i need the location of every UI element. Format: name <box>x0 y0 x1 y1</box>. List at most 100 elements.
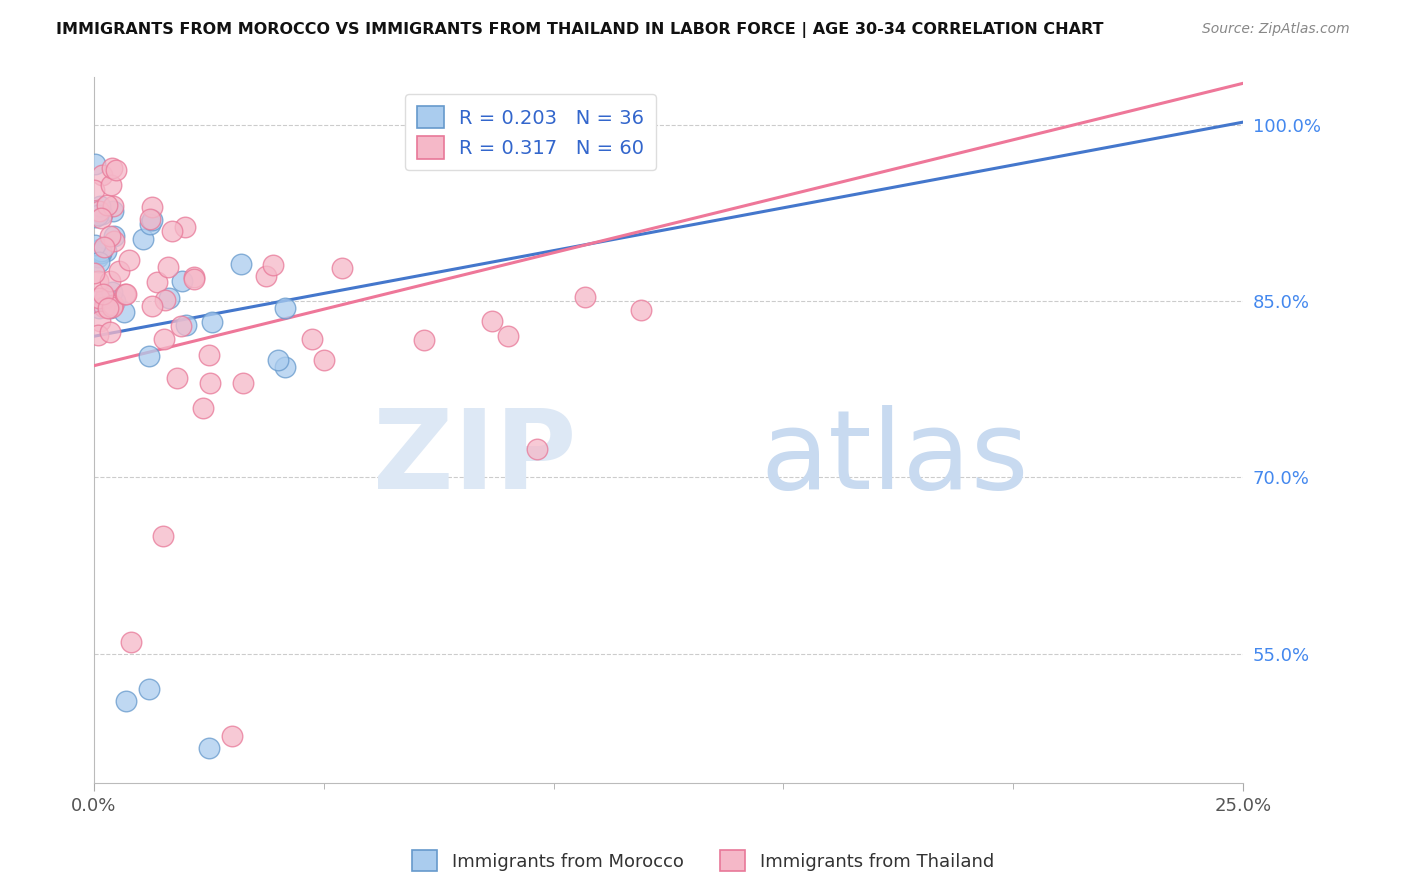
Point <box>89 297 111 311</box>
Point <box>114 287 136 301</box>
Point <box>90 211 112 225</box>
Point <box>83 183 105 197</box>
Point <box>155 293 177 308</box>
Point <box>170 275 193 289</box>
Point <box>174 318 197 333</box>
Point <box>91 286 114 301</box>
Point <box>87 274 110 288</box>
Point <box>273 301 295 315</box>
Point <box>229 256 252 270</box>
Point <box>98 274 121 288</box>
Point <box>114 305 136 319</box>
Point <box>166 371 188 385</box>
Point <box>83 266 105 280</box>
Point <box>103 203 125 218</box>
Point <box>146 276 169 290</box>
Point <box>174 219 197 234</box>
Point <box>138 682 160 697</box>
Point <box>139 211 162 226</box>
Point <box>413 334 436 348</box>
Point <box>86 293 108 308</box>
Point <box>83 156 105 170</box>
Point <box>94 291 117 305</box>
Point <box>114 286 136 301</box>
Point <box>89 199 111 213</box>
Point <box>152 529 174 543</box>
Point <box>87 250 110 264</box>
Point <box>90 244 112 258</box>
Point <box>630 303 652 318</box>
Point <box>118 253 141 268</box>
Point <box>100 161 122 175</box>
Point <box>91 207 114 221</box>
Point <box>87 291 110 305</box>
Point <box>93 300 115 314</box>
Point <box>141 213 163 227</box>
Point <box>100 178 122 192</box>
Point <box>157 260 180 275</box>
Point <box>183 269 205 284</box>
Point <box>103 229 125 244</box>
Point <box>100 301 122 316</box>
Point <box>84 237 107 252</box>
Text: ZIP: ZIP <box>373 405 576 512</box>
Point <box>104 293 127 308</box>
Point <box>93 240 115 254</box>
Point <box>101 298 124 312</box>
Point <box>138 217 160 231</box>
Point <box>138 349 160 363</box>
Point <box>254 269 277 284</box>
Point <box>193 401 215 416</box>
Point <box>90 169 112 183</box>
Legend: R = 0.203   N = 36, R = 0.317   N = 60: R = 0.203 N = 36, R = 0.317 N = 60 <box>405 95 657 170</box>
Point <box>96 198 118 212</box>
Point <box>574 290 596 304</box>
Point <box>131 232 153 246</box>
Point <box>141 299 163 313</box>
Point <box>301 332 323 346</box>
Text: IMMIGRANTS FROM MOROCCO VS IMMIGRANTS FROM THAILAND IN LABOR FORCE | AGE 30-34 C: IMMIGRANTS FROM MOROCCO VS IMMIGRANTS FR… <box>56 22 1104 38</box>
Point <box>89 314 111 328</box>
Point <box>87 301 110 315</box>
Point <box>526 442 548 456</box>
Point <box>87 255 110 269</box>
Point <box>87 328 110 343</box>
Point <box>201 315 224 329</box>
Point <box>89 242 111 256</box>
Point <box>97 301 120 316</box>
Point <box>101 199 124 213</box>
Point <box>274 360 297 375</box>
Point <box>330 261 353 276</box>
Point <box>152 332 174 346</box>
Point <box>94 244 117 258</box>
Point <box>169 319 191 334</box>
Point <box>90 246 112 260</box>
Point <box>84 211 107 225</box>
Point <box>115 694 138 708</box>
Point <box>267 352 290 367</box>
Point <box>160 224 183 238</box>
Point <box>120 635 142 649</box>
Point <box>312 352 335 367</box>
Text: Source: ZipAtlas.com: Source: ZipAtlas.com <box>1202 22 1350 37</box>
Point <box>103 234 125 248</box>
Point <box>481 314 503 328</box>
Point <box>198 348 221 362</box>
Point <box>496 329 519 343</box>
Point <box>98 325 121 339</box>
Point <box>87 208 110 222</box>
Point <box>87 204 110 219</box>
Point <box>101 285 124 300</box>
Point <box>262 258 284 272</box>
Point <box>183 272 205 286</box>
Point <box>232 376 254 391</box>
Text: atlas: atlas <box>761 405 1029 512</box>
Point <box>108 264 131 278</box>
Point <box>198 376 221 390</box>
Point <box>98 229 121 244</box>
Legend: Immigrants from Morocco, Immigrants from Thailand: Immigrants from Morocco, Immigrants from… <box>405 843 1001 879</box>
Point <box>100 301 122 315</box>
Point <box>104 163 127 178</box>
Point <box>141 200 163 214</box>
Point <box>221 729 243 743</box>
